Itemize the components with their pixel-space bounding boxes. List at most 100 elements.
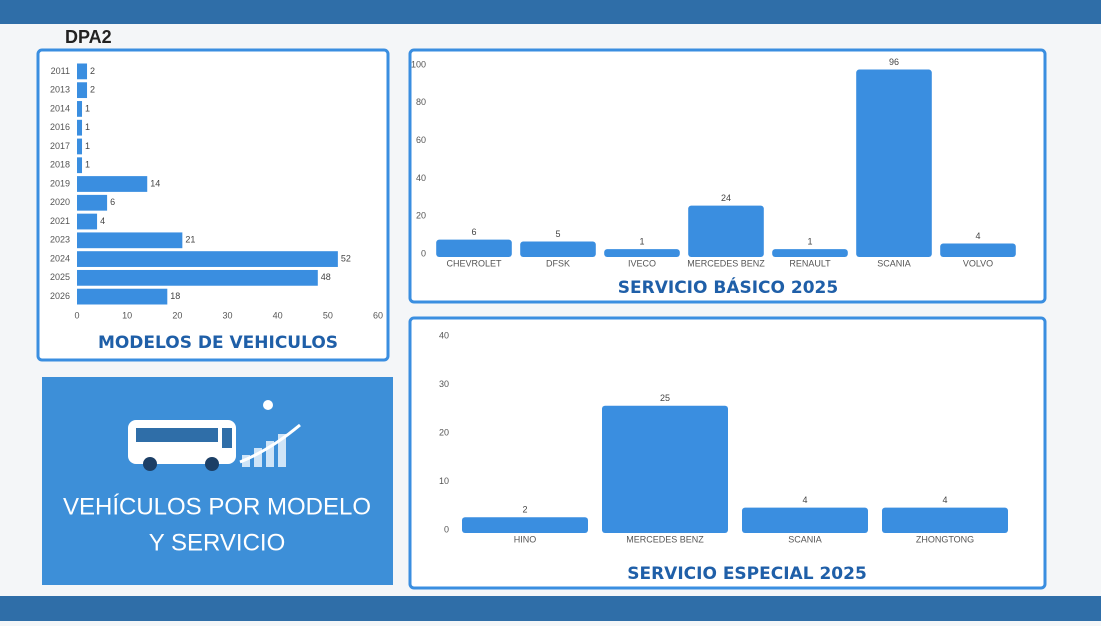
x-tick-label: DFSK [546, 258, 570, 268]
x-tick-label: 20 [172, 310, 182, 320]
y-tick-label: 40 [416, 173, 426, 183]
value-label: 6 [110, 197, 115, 207]
bar [77, 101, 83, 117]
value-label: 2 [90, 85, 95, 95]
y-tick-label: 10 [439, 476, 449, 486]
bar [856, 69, 932, 257]
y-tick-label: 60 [416, 135, 426, 145]
x-tick-label: SCANIA [788, 534, 822, 544]
y-tick-label: 100 [411, 59, 426, 69]
x-tick-label: 0 [74, 310, 79, 320]
bar [742, 507, 868, 533]
bar [772, 249, 848, 257]
bar [940, 243, 1016, 257]
card-text: Y SERVICIO [149, 529, 286, 556]
bar [77, 82, 88, 99]
y-tick-label: 2011 [51, 66, 70, 76]
x-tick-label: MERCEDES BENZ [687, 258, 765, 268]
bar [77, 176, 148, 192]
x-tick-label: ZHONGTONG [916, 534, 974, 544]
card-text: VEHÍCULOS POR MODELO [63, 493, 371, 520]
y-tick-label: 2025 [50, 272, 70, 282]
value-label: 96 [889, 57, 899, 67]
value-label: 4 [942, 495, 947, 505]
value-label: 1 [639, 236, 644, 246]
bar [520, 241, 596, 257]
chart-title: SERVICIO ESPECIAL 2025 [627, 564, 867, 584]
value-label: 1 [807, 236, 812, 246]
bus-icon [128, 400, 301, 471]
info-card [42, 377, 393, 585]
y-tick-label: 80 [416, 97, 426, 107]
bar [604, 249, 680, 257]
value-label: 1 [85, 122, 90, 132]
value-label: 4 [975, 231, 980, 241]
x-tick-label: HINO [514, 534, 537, 544]
value-label: 14 [150, 178, 160, 188]
x-tick-label: CHEVROLET [446, 258, 502, 268]
y-tick-label: 2024 [50, 253, 70, 263]
bar [436, 239, 512, 257]
y-tick-label: 0 [421, 248, 426, 258]
y-tick-label: 2021 [50, 216, 70, 226]
x-tick-label: VOLVO [963, 258, 993, 268]
y-tick-label: 0 [444, 524, 449, 534]
y-tick-label: 2018 [50, 160, 70, 170]
x-tick-label: IVECO [628, 258, 656, 268]
bar [77, 269, 318, 286]
y-tick-label: 2020 [50, 197, 70, 207]
y-tick-label: 20 [416, 211, 426, 221]
value-label: 2 [90, 66, 95, 76]
value-label: 1 [85, 160, 90, 170]
bar [77, 138, 83, 155]
bar [77, 251, 338, 267]
value-label: 21 [185, 235, 195, 245]
y-tick-label: 2023 [50, 235, 70, 245]
bar [77, 213, 98, 230]
y-tick-label: 20 [439, 427, 449, 437]
x-tick-label: 30 [222, 310, 232, 320]
value-label: 6 [471, 227, 476, 237]
bar [602, 405, 728, 533]
value-label: 2 [522, 505, 527, 515]
bar [688, 205, 764, 257]
bar [77, 63, 88, 80]
value-label: 24 [721, 193, 731, 203]
y-tick-label: 30 [439, 379, 449, 389]
x-tick-label: SCANIA [877, 258, 911, 268]
y-tick-label: 2016 [50, 122, 70, 132]
x-tick-label: RENAULT [789, 258, 831, 268]
value-label: 5 [555, 229, 560, 239]
y-tick-label: 2026 [50, 291, 70, 301]
x-tick-label: 60 [373, 310, 383, 320]
value-label: 18 [170, 291, 180, 301]
value-label: 1 [85, 141, 90, 151]
y-tick-label: 2013 [50, 85, 70, 95]
bar [77, 119, 83, 136]
bar [77, 232, 183, 249]
x-tick-label: 50 [323, 310, 333, 320]
x-tick-label: MERCEDES BENZ [626, 534, 704, 544]
x-tick-label: 10 [122, 310, 132, 320]
y-tick-label: 40 [439, 330, 449, 340]
bar [77, 157, 83, 174]
value-label: 48 [321, 272, 331, 282]
page-title: DPA2 [65, 27, 112, 47]
y-tick-label: 2017 [50, 141, 70, 151]
value-label: 52 [341, 253, 351, 263]
bar [77, 288, 168, 305]
y-tick-label: 2019 [50, 178, 70, 188]
value-label: 4 [802, 495, 807, 505]
value-label: 1 [85, 103, 90, 113]
value-label: 4 [100, 216, 105, 226]
x-tick-label: 40 [273, 310, 283, 320]
value-label: 25 [660, 393, 670, 403]
bar [462, 517, 588, 533]
bar [77, 194, 108, 211]
bottom-band [0, 596, 1101, 621]
bar [882, 507, 1008, 533]
chart-title: MODELOS DE VEHICULOS [98, 333, 338, 353]
top-band [0, 0, 1101, 24]
